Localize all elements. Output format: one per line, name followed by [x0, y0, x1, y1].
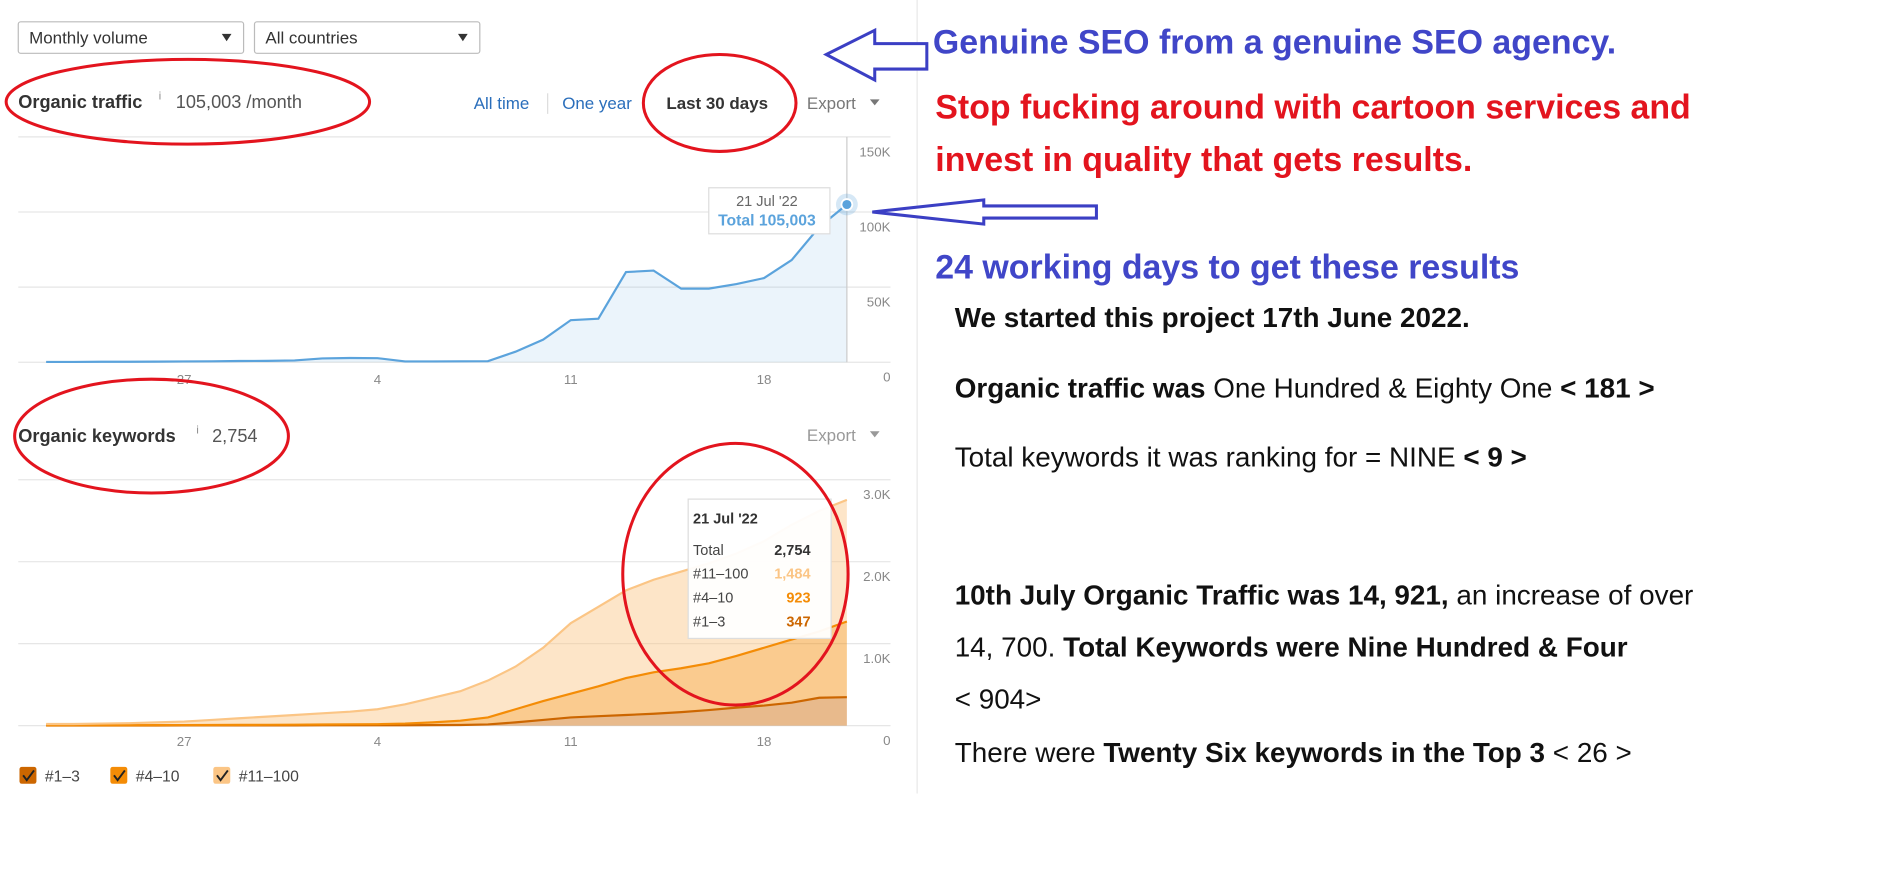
line: [46, 203, 848, 364]
legend-check: [22, 769, 35, 782]
legend-check: [113, 769, 126, 782]
dropdown-label[interactable]: All countries: [265, 29, 357, 48]
panel-subtitle: 2,754: [212, 426, 257, 446]
note-segment: Total Keywords were Nine Hundred & Four: [1063, 632, 1628, 663]
callout: invest in quality that gets results.: [935, 141, 1472, 179]
highlight-ellipse: [621, 441, 850, 707]
dropdown-caret: [221, 33, 232, 42]
range-option[interactable]: All time: [474, 94, 530, 113]
x-tick-label: 18: [757, 734, 772, 749]
dropdown[interactable]: [17, 21, 245, 54]
legend-checkbox[interactable]: [213, 766, 231, 784]
y-tick-label: 0: [883, 733, 890, 748]
legend-checkbox[interactable]: [110, 766, 128, 784]
note-line: 10th July Organic Traffic was 14, 921, a…: [955, 579, 1694, 610]
x-tick-label: 11: [564, 734, 578, 749]
highlight-ellipse: [13, 377, 290, 495]
dropdown-caret: [458, 33, 468, 42]
hover-point: [840, 198, 854, 211]
info-icon[interactable]: i: [159, 90, 161, 102]
area-fill: [46, 621, 847, 726]
tooltip-value: 347: [786, 614, 810, 630]
note-segment: Twenty Six keywords in the Top 3: [1103, 737, 1545, 768]
note-segment: < 26 >: [1545, 737, 1632, 768]
y-tick-label: 1.0K: [863, 651, 891, 666]
note-segment: an increase of over: [1449, 579, 1694, 610]
note-segment: There were: [955, 737, 1104, 768]
note-line: Total keywords it was ranking for = NINE…: [955, 441, 1527, 472]
range-option[interactable]: One year: [562, 94, 632, 113]
line: [46, 620, 848, 727]
x-tick-label: 18: [757, 372, 772, 387]
note-line: There were Twenty Six keywords in the To…: [955, 737, 1632, 768]
tooltip-label: #4–10: [693, 591, 733, 607]
x-tick-label: 4: [374, 372, 382, 387]
dropdown-label[interactable]: Monthly volume: [29, 29, 148, 48]
y-tick-label: 150K: [859, 144, 890, 159]
y-tick-label: 100K: [859, 219, 890, 234]
tooltip-label: Total: [693, 543, 724, 559]
dropdown[interactable]: [253, 21, 481, 54]
export-caret: [869, 431, 880, 438]
legend-label[interactable]: #1–3: [45, 768, 80, 785]
panel-title: Organic keywords: [18, 426, 175, 446]
charts: 0 50K 100K 150K 27 4 11 18 21 Jul '22 Total 105,0…: [18, 136, 891, 785]
highlight-ellipse: [641, 52, 798, 153]
note-segment: 14, 700.: [955, 632, 1063, 663]
note-segment: We started this project 17th June 2022.: [955, 302, 1470, 333]
note-line: Organic traffic was One Hundred & Eighty…: [955, 372, 1655, 403]
y-tick-label: 2.0K: [863, 569, 891, 584]
range-option-active[interactable]: Last 30 days: [666, 94, 768, 113]
tooltip-date: 21 Jul '22: [693, 511, 758, 527]
tooltip: [687, 498, 832, 640]
tooltip-label: #1–3: [693, 614, 725, 630]
x-tick-label: 27: [177, 734, 192, 749]
note-line: < 904>: [955, 684, 1042, 715]
callout: Stop fucking around with cartoon service…: [935, 89, 1690, 127]
arrow: [872, 198, 1098, 226]
area-fill: [46, 204, 847, 363]
tooltip-label: #11–100: [693, 567, 748, 583]
note-segment: 10th July Organic Traffic was 14, 921,: [955, 579, 1449, 610]
tooltip-value: 1,484: [774, 567, 810, 583]
note-segment: Total keywords it was ranking for = NINE: [955, 441, 1464, 472]
y-tick-label: 3.0K: [863, 487, 891, 502]
area-fill: [46, 499, 847, 726]
note-segment: Organic traffic was: [955, 372, 1206, 403]
x-tick-label: 4: [374, 734, 382, 749]
tooltip-date: 21 Jul '22: [736, 194, 798, 210]
note-segment: < 904>: [955, 684, 1042, 715]
export-caret: [869, 99, 880, 106]
legend-checkbox[interactable]: [19, 766, 37, 784]
legend-label[interactable]: #4–10: [136, 768, 180, 785]
tooltip-total: Total 105,003: [718, 212, 816, 229]
legend-check: [216, 769, 229, 782]
tooltip: [708, 187, 831, 235]
notes: We started this project 17th June 2022. O…: [955, 302, 1694, 768]
export-button[interactable]: Export: [807, 94, 856, 113]
note-line: We started this project 17th June 2022.: [955, 302, 1470, 333]
note-line: 14, 700. Total Keywords were Nine Hundre…: [955, 632, 1628, 663]
note-segment: One Hundred & Eighty One: [1206, 372, 1561, 403]
tooltip-value: 2,754: [774, 543, 810, 559]
note-segment: < 9 >: [1463, 441, 1527, 472]
panel-title: Organic traffic: [18, 92, 142, 112]
info-icon[interactable]: i: [196, 425, 198, 437]
arrow: [822, 27, 929, 83]
panel-subtitle: 105,003 /month: [176, 92, 302, 112]
export-button[interactable]: Export: [807, 426, 856, 445]
x-tick-label: 11: [564, 372, 578, 387]
highlight-ellipse: [4, 57, 372, 146]
legend-label[interactable]: #11–100: [239, 768, 299, 785]
headline: Genuine SEO from a genuine SEO agency.: [933, 23, 1616, 61]
tooltip-value: 923: [786, 591, 810, 607]
days-note: 24 working days to get these results: [935, 249, 1519, 287]
y-tick-label: 50K: [867, 294, 891, 309]
y-tick-label: 0: [883, 370, 890, 385]
area-fill: [46, 697, 847, 726]
note-segment: < 181 >: [1560, 372, 1655, 403]
